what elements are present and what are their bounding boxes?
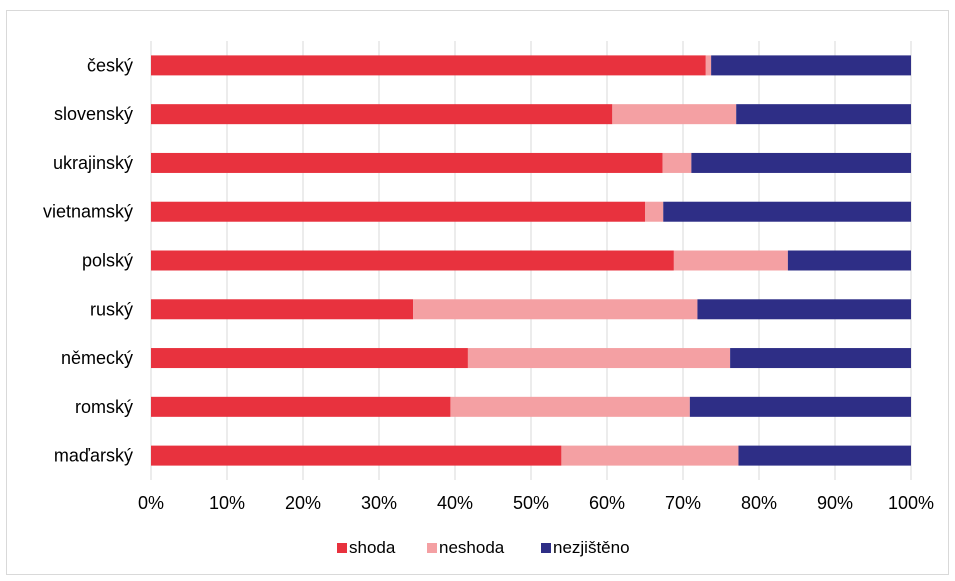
category-label: německý (61, 348, 133, 368)
bar-nezjištěno (697, 299, 911, 320)
x-tick-label: 60% (589, 493, 625, 513)
category-label: český (87, 55, 133, 75)
bar-neshoda (413, 299, 698, 320)
bar-nezjištěno (691, 152, 911, 173)
category-label: maďarský (54, 446, 133, 466)
x-tick-label: 20% (285, 493, 321, 513)
bar-nezjištěno (663, 201, 911, 222)
bar-segments (151, 55, 911, 466)
category-label: romský (75, 397, 133, 417)
chart-frame (6, 10, 949, 575)
bar-shoda (151, 396, 451, 417)
bar-neshoda (612, 104, 737, 125)
legend-swatch (427, 543, 437, 553)
bar-shoda (151, 201, 645, 222)
bar-shoda (151, 152, 663, 173)
x-tick-label: 50% (513, 493, 549, 513)
x-tick-label: 70% (665, 493, 701, 513)
category-label: polský (82, 251, 133, 271)
category-label: vietnamský (43, 202, 133, 222)
bar-nezjištěno (689, 396, 911, 417)
bar-shoda (151, 299, 414, 320)
bar-nezjištěno (730, 348, 911, 369)
x-tick-label: 80% (741, 493, 777, 513)
bar-shoda (151, 104, 613, 125)
legend-label: neshoda (439, 538, 505, 557)
bar-shoda (151, 348, 468, 369)
bar-shoda (151, 55, 706, 76)
bar-nezjištěno (711, 55, 911, 76)
bar-nezjištěno (736, 104, 911, 125)
x-tick-label: 40% (437, 493, 473, 513)
x-tick-label: 10% (209, 493, 245, 513)
legend-label: shoda (349, 538, 396, 557)
bar-nezjištěno (738, 445, 911, 466)
category-label: ruský (90, 299, 133, 319)
bar-neshoda (450, 396, 690, 417)
bar-neshoda (467, 348, 731, 369)
legend: shoda neshoda nezjištěno (337, 538, 630, 557)
category-label: slovenský (54, 104, 133, 124)
bar-shoda (151, 445, 562, 466)
bar-neshoda (645, 201, 664, 222)
bar-neshoda (705, 55, 712, 76)
legend-swatch (541, 543, 551, 553)
category-label: ukrajinský (53, 153, 133, 173)
x-tick-label: 0% (138, 493, 164, 513)
category-labels: český slovenský ukrajinský vietnamský polský… (43, 55, 133, 465)
x-tick-label: 100% (888, 493, 934, 513)
bar-neshoda (673, 250, 788, 271)
legend-label: nezjištěno (553, 538, 630, 557)
x-tick-label: 90% (817, 493, 853, 513)
bar-neshoda (561, 445, 739, 466)
x-tick-labels: 0% 10% 20% 30% 40% 50% 60% 70% 80% 90% 100% (138, 493, 934, 513)
bar-nezjištěno (787, 250, 911, 271)
bar-shoda (151, 250, 674, 271)
legend-swatch (337, 543, 347, 553)
x-tick-label: 30% (361, 493, 397, 513)
bar-neshoda (662, 152, 692, 173)
